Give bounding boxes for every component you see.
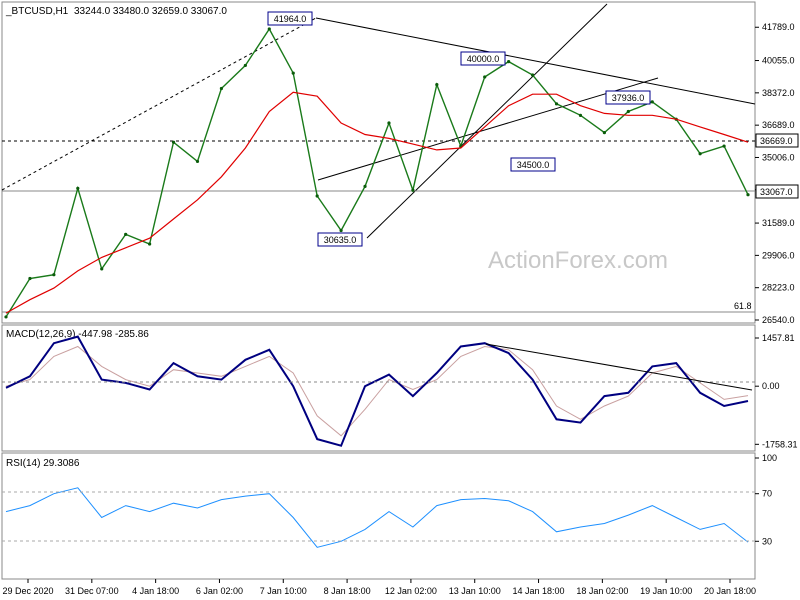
price-point: [602, 131, 606, 135]
price-point: [291, 71, 295, 75]
macd-y-tick-label: -1758.31: [762, 439, 798, 449]
price-panel-frame: [1, 1, 756, 324]
x-tick-label: 29 Dec 2020: [2, 586, 53, 596]
price-point: [195, 159, 200, 164]
price-y-tick-label: 29906.0: [762, 250, 795, 260]
level-tag-36669: 36669.0: [755, 133, 799, 148]
price-point: [171, 140, 176, 144]
price-point: [507, 59, 511, 64]
x-tick-label: 4 Jan 18:00: [132, 586, 179, 596]
rsi-y-tick-label: 70: [762, 489, 772, 499]
x-axis: 29 Dec 2020 31 Dec 07:00 4 Jan 18:00 6 Jan …: [2, 579, 756, 596]
price-point: [435, 83, 439, 87]
macd-line: [5, 335, 749, 447]
rsi-y-tick-label: 30: [762, 536, 772, 546]
macd-panel-frame: [1, 324, 756, 452]
price-ohlc: 33244.0 33480.0 32659.0 33067.0: [74, 6, 227, 17]
price-point: [746, 193, 750, 197]
ma-series: [5, 91, 749, 314]
rsi-y-tick-label: 100: [762, 453, 777, 463]
price-point: [124, 232, 128, 236]
svg-text:30635.0: 30635.0: [324, 235, 357, 245]
rsi-line: [5, 487, 749, 548]
price-point: [722, 144, 726, 148]
label-37936: 37936.0: [605, 90, 651, 105]
x-tick-label: 31 Dec 07:00: [65, 586, 119, 596]
fib-label: 61.8: [734, 301, 752, 311]
price-y-axis: 41789.040055.038372.036689.035006.033323…: [755, 22, 795, 325]
price-y-tick-label: 26540.0: [762, 315, 795, 325]
price-y-tick-label: 41789.0: [762, 22, 795, 32]
macd-y-tick-label: 0.00: [762, 381, 780, 391]
price-point: [100, 267, 104, 271]
macd-series: [5, 335, 749, 447]
price-point: [243, 63, 247, 68]
watermark: ActionForex.com: [488, 247, 668, 274]
price-title: _BTCUSD,H1: [5, 6, 69, 17]
price-point: [483, 75, 487, 79]
price-point: [4, 315, 8, 319]
price-point: [76, 186, 80, 190]
x-tick-label: 14 Jan 18:00: [513, 586, 565, 596]
x-tick-label: 20 Jan 18:00: [704, 586, 756, 596]
price-y-tick-label: 35006.0: [762, 152, 795, 162]
price-point: [554, 102, 559, 106]
label-34500: 34500.0: [510, 157, 556, 172]
price-point: [267, 27, 271, 31]
x-tick-label: 13 Jan 10:00: [449, 586, 501, 596]
price-y-tick-label: 38372.0: [762, 88, 795, 98]
price-point: [698, 152, 702, 156]
trend-down-line: [315, 17, 756, 105]
price-series: [4, 27, 750, 319]
price-point: [387, 121, 391, 125]
label-41964: 41964.0: [267, 11, 313, 26]
x-tick-label: 18 Jan 02:00: [576, 586, 628, 596]
price-y-tick-label: 31589.0: [762, 218, 795, 228]
svg-text:40000.0: 40000.0: [467, 54, 500, 64]
price-y-tick-label: 40055.0: [762, 56, 795, 66]
price-point: [52, 273, 56, 277]
price-point: [578, 113, 583, 117]
svg-text:41964.0: 41964.0: [274, 14, 307, 24]
label-30635: 30635.0: [317, 232, 363, 247]
price-point: [363, 184, 367, 188]
rsi-y-axis: 100 70 30: [755, 453, 777, 546]
price-y-tick-label: 28223.0: [762, 283, 795, 293]
ma-line: [5, 91, 749, 314]
macd-signal-line: [5, 345, 749, 437]
price-point: [219, 86, 224, 91]
trend-dashed-line: [1, 17, 317, 191]
price-point: [626, 109, 630, 114]
macd-y-tick-label: 1457.81: [762, 333, 795, 343]
price-y-tick-label: 36689.0: [762, 120, 795, 130]
x-tick-label: 12 Jan 02:00: [385, 586, 437, 596]
price-tag-current: 33067.0: [755, 184, 799, 199]
price-point: [411, 188, 415, 192]
x-tick-label: 6 Jan 02:00: [196, 586, 243, 596]
rsi-series: [5, 487, 749, 548]
svg-text:34500.0: 34500.0: [517, 160, 550, 170]
channel-upper-line: [366, 3, 608, 239]
svg-text:33067.0: 33067.0: [760, 187, 793, 197]
price-point: [148, 242, 152, 246]
channel-lower-line: [317, 77, 659, 181]
svg-text:37936.0: 37936.0: [612, 93, 645, 103]
macd-trend-line: [485, 343, 753, 391]
price-point: [315, 194, 319, 198]
x-tick-label: 8 Jan 18:00: [324, 586, 371, 596]
rsi-panel-frame: [1, 452, 756, 580]
price-point: [28, 276, 32, 281]
x-tick-label: 19 Jan 10:00: [640, 586, 692, 596]
macd-title: MACD(12,26,9) -447.98 -285.86: [6, 329, 149, 340]
rsi-title: RSI(14) 29.3086: [6, 458, 80, 469]
svg-text:36669.0: 36669.0: [760, 136, 793, 146]
macd-y-axis: 1457.81 0.00 -1758.31: [755, 333, 798, 449]
label-40000: 40000.0: [460, 51, 506, 66]
price-point: [530, 73, 535, 77]
price-point: [339, 228, 343, 233]
price-point: [650, 100, 654, 104]
x-tick-label: 7 Jan 10:00: [260, 586, 307, 596]
